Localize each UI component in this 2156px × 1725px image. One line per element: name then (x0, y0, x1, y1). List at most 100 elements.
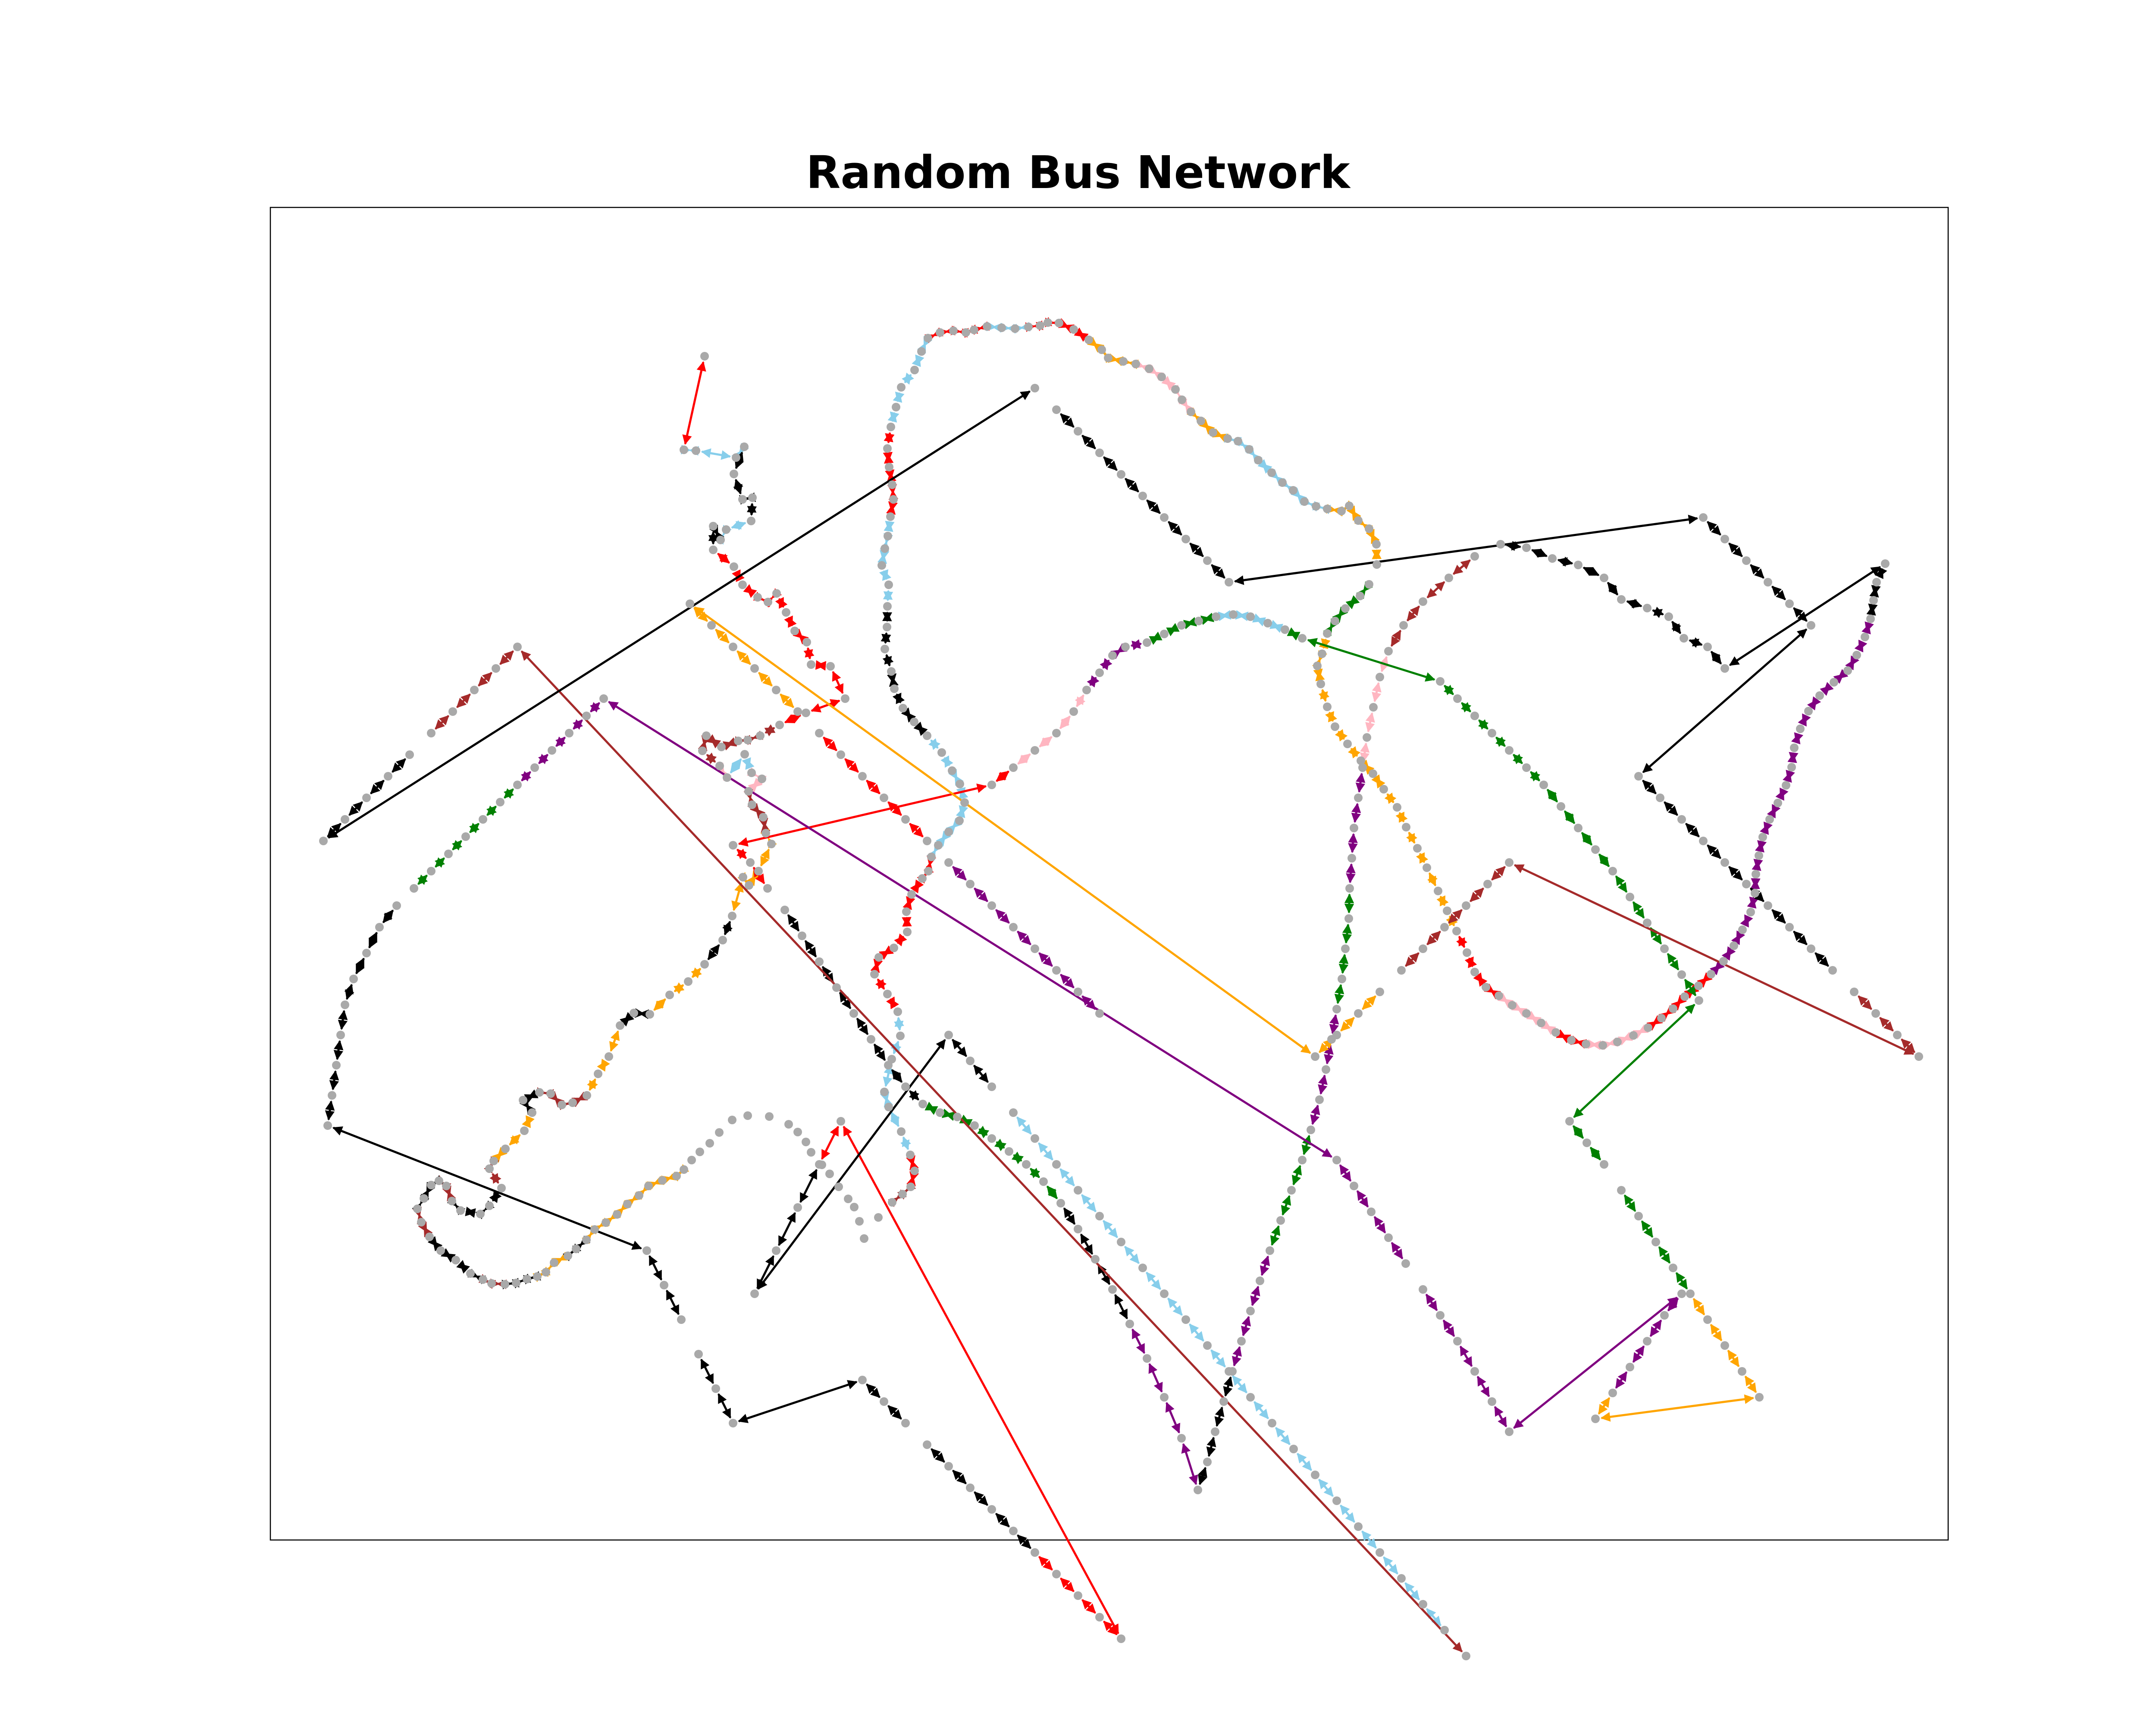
bus-stop-node (825, 1170, 834, 1178)
bus-stop-node (1376, 673, 1384, 681)
bus-stop-node (1344, 914, 1353, 923)
bus-stop-node (1657, 1014, 1666, 1022)
bus-stop-node (425, 1233, 434, 1241)
bus-stop-node (1332, 1005, 1341, 1013)
bus-stop-node (1171, 385, 1180, 394)
bus-stop-node (1539, 781, 1548, 789)
bus-stop-node (1097, 345, 1106, 354)
bus-stop-node (427, 729, 436, 737)
bus-stop-node (1617, 595, 1626, 604)
bus-stop-node (944, 1031, 953, 1039)
route-edge (434, 857, 445, 868)
bus-stop-node (341, 1000, 349, 1009)
bus-stop-node (1117, 1238, 1125, 1246)
bus-stop-node (1009, 923, 1018, 932)
bus-stop-node (1815, 691, 1824, 700)
bus-stop-node (1322, 1065, 1330, 1074)
route-edge (1426, 931, 1441, 945)
bus-stop-node (616, 1021, 624, 1030)
route-edge (1623, 1194, 1636, 1212)
route-edge (1866, 603, 1878, 616)
bus-stop-node (1052, 729, 1061, 737)
bus-stop-node (1348, 854, 1356, 862)
bus-stop-node (798, 932, 806, 940)
bus-stop-node (470, 686, 479, 694)
bus-stop-node (427, 867, 436, 875)
bus-stop-node (1074, 1186, 1082, 1195)
route-edge (1513, 1296, 1678, 1429)
bus-stop-node (1755, 1393, 1764, 1402)
bus-stop-node (1160, 1393, 1169, 1402)
route-edge (572, 1235, 591, 1254)
route-edge (1658, 1005, 1676, 1022)
route-edge (1641, 1220, 1654, 1238)
bus-stop-node (485, 1201, 494, 1210)
bus-stop-node (684, 977, 693, 986)
bus-stop-node (723, 773, 731, 782)
route-edge (1133, 359, 1152, 374)
bus-stop-node (336, 1031, 345, 1039)
bus-stop-node (1091, 1255, 1100, 1264)
route-edge (1346, 863, 1356, 884)
bus-stop-node (1367, 1208, 1376, 1216)
bus-stop-node (745, 881, 753, 890)
bus-stop-node (1376, 988, 1384, 996)
bus-stop-node (680, 1165, 688, 1174)
bus-stop-node (987, 1134, 996, 1143)
bus-stop-node (1634, 772, 1643, 781)
route-edge (1589, 1147, 1601, 1160)
route-edge (1626, 599, 1642, 609)
bus-stop-node (1069, 325, 1078, 334)
bus-stop-node (987, 901, 996, 910)
route-edge (465, 1207, 476, 1218)
bus-stop-node (1052, 966, 1061, 975)
bus-stop-node (417, 1218, 426, 1226)
bus-stop-node (535, 1088, 544, 1097)
bus-stop-node (1483, 880, 1492, 888)
route-edge (1675, 1272, 1688, 1290)
bus-stop-node (677, 1315, 686, 1324)
bus-stop-node (750, 664, 759, 673)
bus-stop-node (1234, 437, 1242, 445)
route-edge (1750, 878, 1761, 889)
bus-stop-node (665, 991, 674, 999)
bus-stop-node (705, 1139, 714, 1148)
route-edge (1755, 840, 1767, 853)
bus-stop-node (897, 1127, 906, 1136)
bus-stop-node (1600, 574, 1608, 582)
bus-stop-node (479, 1275, 487, 1284)
bus-stop-node (1707, 970, 1715, 979)
route-edge (693, 607, 708, 622)
plot-frame (270, 207, 1949, 1541)
bus-stop-node (605, 1052, 613, 1061)
bus-stop-node (1669, 1264, 1677, 1272)
bus-stop-node (1608, 867, 1617, 875)
bus-stop-node (1266, 1246, 1274, 1255)
bus-stop-node (572, 1245, 580, 1253)
bus-stop-node (793, 1128, 802, 1136)
bus-stop-node (1031, 384, 1039, 392)
bus-stop-node (444, 850, 453, 858)
bus-stop-node (874, 953, 883, 962)
bus-stop-node (807, 660, 815, 669)
bus-stop-node (775, 721, 784, 729)
route-edge (906, 1171, 919, 1186)
bus-stop-node (1343, 740, 1352, 748)
bus-stop-node (730, 562, 738, 571)
bus-stop-node (582, 712, 591, 720)
bus-stop-node (1044, 318, 1052, 327)
bus-stop-node (1074, 1591, 1082, 1600)
bus-stop-node (1031, 1548, 1039, 1557)
bus-stop-node (1160, 513, 1169, 522)
bus-stop-node (1488, 729, 1496, 737)
bus-stop-node (953, 1113, 962, 1121)
bus-stop-node (1289, 1445, 1298, 1453)
bus-stop-node (1178, 395, 1186, 404)
bus-stop-node (533, 1272, 542, 1281)
bus-stop-node (983, 322, 991, 331)
route-edge (1771, 586, 1786, 600)
route-edge (1728, 543, 1743, 557)
bus-stop-node (1752, 870, 1760, 878)
bus-stop-node (542, 1268, 550, 1276)
bus-stop-node (1738, 925, 1747, 934)
